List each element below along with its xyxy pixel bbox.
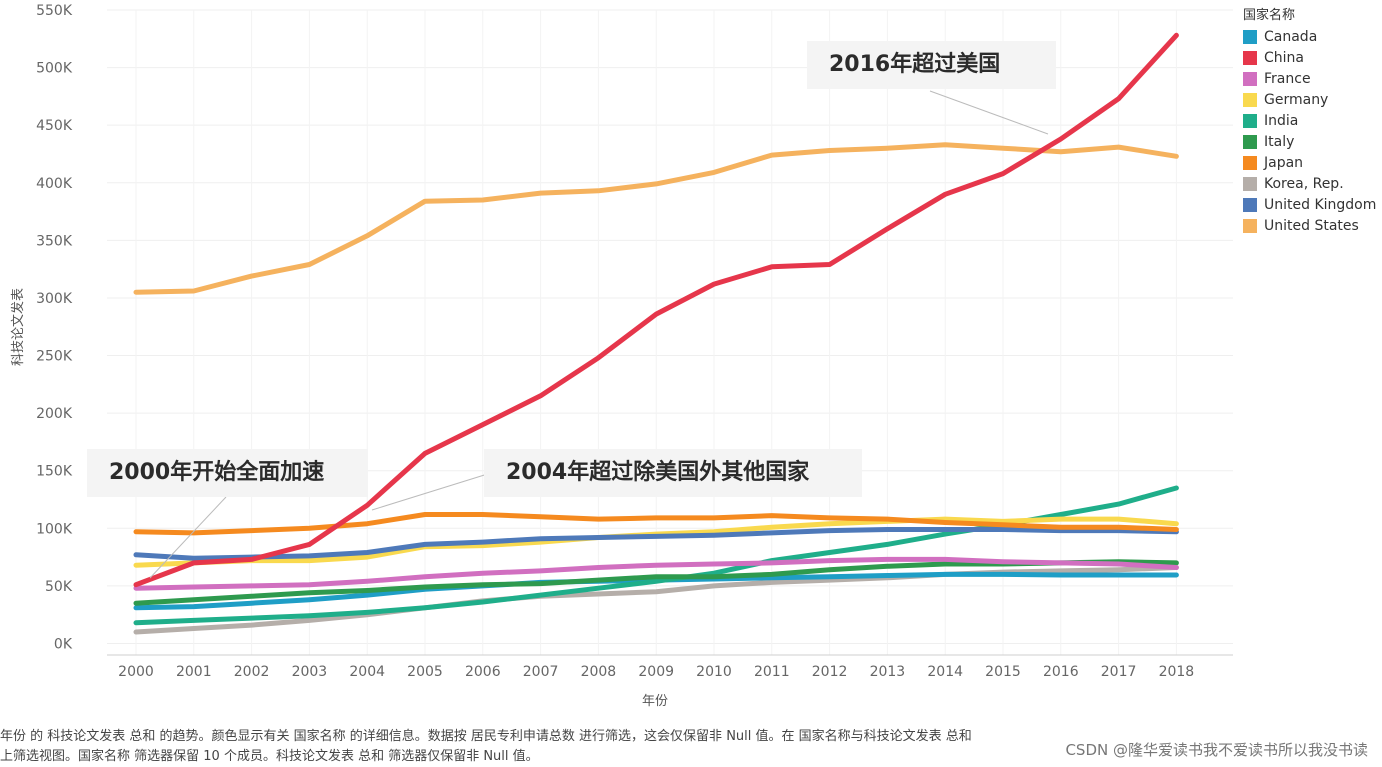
- series-line-japan[interactable]: [133, 512, 1179, 536]
- legend-label: Korea, Rep.: [1264, 175, 1344, 192]
- legend-item[interactable]: Korea, Rep.: [1243, 173, 1376, 194]
- legend-swatch: [1243, 176, 1257, 191]
- x-tick-label: 2000: [118, 664, 154, 680]
- x-tick-label: 2002: [234, 664, 270, 680]
- leader-2004: [371, 471, 495, 511]
- gridlines: [107, 9, 1233, 655]
- legend-swatch: [1243, 134, 1257, 149]
- legend-label: China: [1264, 49, 1304, 66]
- legend-item[interactable]: Germany: [1243, 89, 1376, 110]
- legend-swatch: [1243, 71, 1257, 86]
- caption-line-1: 年份 的 科技论文发表 总和 的趋势。颜色显示有关 国家名称 的详细信息。数据按…: [0, 729, 972, 744]
- legend-label: India: [1264, 112, 1299, 129]
- y-tick-label: 50K: [45, 579, 73, 595]
- annotation-2000: 2000年开始全面加速: [87, 449, 368, 497]
- annotation-2004: 2004年超过除美国外其他国家: [484, 449, 862, 497]
- x-tick-label: 2014: [927, 664, 963, 680]
- x-tick-label: 2010: [696, 664, 732, 680]
- x-tick-label: 2015: [985, 664, 1021, 680]
- x-axis: 2000 2001 2002 2003 2004 2005 2006 2007 2008 2009…: [118, 664, 1194, 680]
- series-line-united-kingdom[interactable]: [133, 527, 1179, 561]
- x-tick-label: 2009: [638, 664, 674, 680]
- x-tick-label: 2018: [1159, 664, 1195, 680]
- y-tick-label: 500K: [36, 61, 73, 77]
- annotation-leaders: [149, 90, 1049, 579]
- y-axis-title: 科技论文发表: [10, 288, 26, 366]
- leader-2000: [149, 496, 227, 579]
- y-tick-label: 0K: [54, 636, 73, 652]
- legend-item[interactable]: United Kingdom: [1243, 194, 1376, 215]
- y-tick-label: 550K: [36, 3, 73, 19]
- legend[interactable]: 国家名称 Canada China France Germany India Italy J…: [1243, 4, 1376, 236]
- legend-item[interactable]: India: [1243, 110, 1376, 131]
- y-axis: 0K 50K 100K 150K 200K 250K 300K 350K 400K 450K 500…: [36, 3, 73, 652]
- legend-swatch: [1243, 29, 1257, 44]
- legend-label: France: [1264, 70, 1311, 87]
- legend-label: Germany: [1264, 91, 1329, 108]
- legend-label: United Kingdom: [1264, 196, 1377, 213]
- x-tick-label: 2013: [870, 664, 906, 680]
- legend-item[interactable]: Canada: [1243, 26, 1376, 47]
- annotation-2016: 2016年超过美国: [807, 41, 1056, 89]
- legend-swatch: [1243, 155, 1257, 170]
- legend-item[interactable]: United States: [1243, 215, 1376, 236]
- x-tick-label: 2016: [1043, 664, 1079, 680]
- legend-title: 国家名称: [1243, 8, 1296, 23]
- legend-swatch: [1243, 92, 1257, 107]
- legend-item[interactable]: China: [1243, 47, 1376, 68]
- x-tick-label: 2006: [465, 664, 501, 680]
- y-tick-label: 250K: [36, 349, 73, 365]
- legend-item[interactable]: Italy: [1243, 131, 1376, 152]
- legend-item[interactable]: France: [1243, 68, 1376, 89]
- legend-label: Japan: [1264, 154, 1304, 171]
- series-line-united-states[interactable]: [133, 142, 1179, 295]
- y-tick-label: 150K: [36, 464, 73, 480]
- x-tick-label: 2007: [523, 664, 559, 680]
- watermark: CSDN @隆华爱读书我不爱读书所以我没书读: [1065, 741, 1368, 759]
- legend-label: United States: [1264, 217, 1359, 234]
- x-tick-label: 2017: [1101, 664, 1137, 680]
- x-tick-label: 2003: [292, 664, 328, 680]
- x-tick-label: 2008: [581, 664, 617, 680]
- legend-label: Italy: [1264, 133, 1295, 150]
- caption-line-2: 上筛选视图。国家名称 筛选器保留 10 个成员。科技论文发表 总和 筛选器仅保留…: [0, 749, 539, 764]
- y-tick-label: 300K: [36, 291, 73, 307]
- y-tick-label: 200K: [36, 406, 73, 422]
- series-line-china[interactable]: [133, 32, 1179, 588]
- series-line-france[interactable]: [133, 556, 1179, 591]
- legend-swatch: [1243, 218, 1257, 233]
- legend-swatch: [1243, 197, 1257, 212]
- y-tick-label: 100K: [36, 521, 73, 537]
- x-tick-label: 2011: [754, 664, 790, 680]
- x-tick-label: 2005: [407, 664, 443, 680]
- legend-label: Canada: [1264, 28, 1318, 45]
- y-tick-label: 400K: [36, 176, 73, 192]
- x-axis-title: 年份: [642, 694, 668, 709]
- legend-items: Canada China France Germany India Italy Japan K…: [1243, 26, 1376, 236]
- series-lines: [133, 32, 1179, 635]
- x-tick-label: 2012: [812, 664, 848, 680]
- legend-swatch: [1243, 50, 1257, 65]
- x-tick-label: 2004: [349, 664, 385, 680]
- x-tick-label: 2001: [176, 664, 212, 680]
- legend-swatch: [1243, 113, 1257, 128]
- caption: 年份 的 科技论文发表 总和 的趋势。颜色显示有关 国家名称 的详细信息。数据按…: [0, 727, 1110, 767]
- y-tick-label: 350K: [36, 233, 73, 249]
- leader-2016: [929, 90, 1049, 135]
- y-tick-label: 450K: [36, 118, 73, 134]
- legend-item[interactable]: Japan: [1243, 152, 1376, 173]
